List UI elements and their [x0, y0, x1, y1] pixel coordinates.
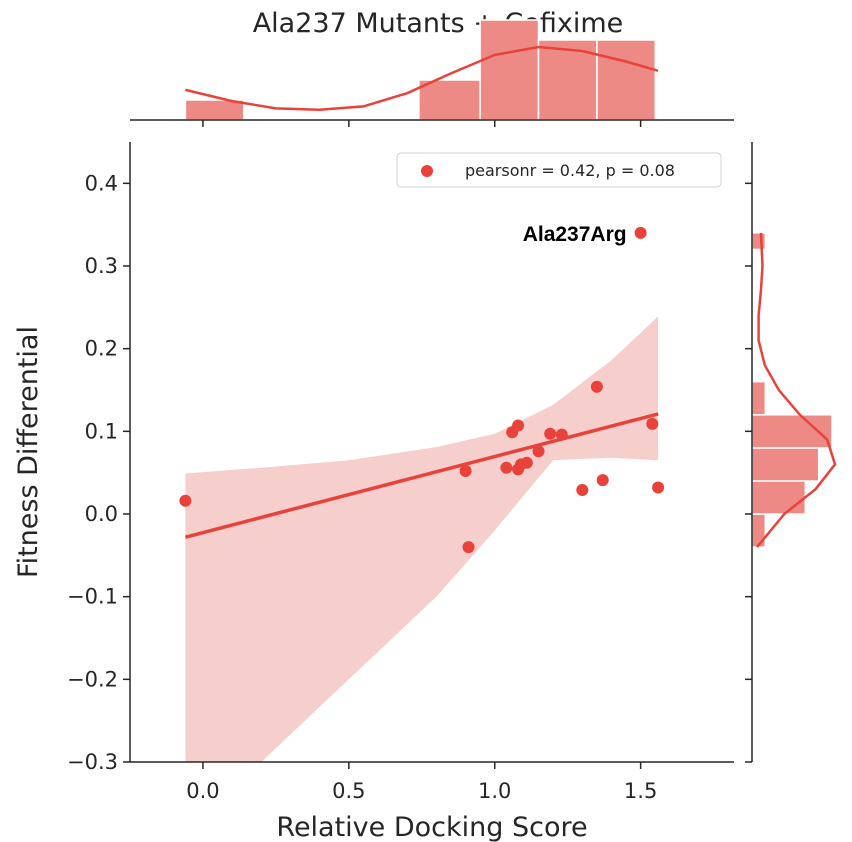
x-axis-ticks: 0.0 0.5 1.0 1.5	[186, 762, 657, 803]
marginal-x-bar	[418, 79, 481, 121]
data-point	[544, 427, 557, 440]
x-tick-label: 0.5	[332, 779, 365, 803]
marginal-y-kde-line	[756, 232, 837, 548]
data-point	[596, 474, 609, 487]
data-point	[512, 419, 525, 432]
marginal-x-panel	[130, 19, 734, 127]
marginal-y-bar	[751, 380, 767, 416]
data-point	[646, 417, 659, 430]
marginal-y-bar	[751, 232, 767, 251]
marginal-x-bar	[184, 99, 245, 121]
marginal-y-bar	[751, 447, 820, 482]
data-point	[500, 461, 513, 474]
y-tick-label: −0.1	[67, 585, 118, 609]
marginal-y-bar	[751, 414, 833, 449]
regression-line	[184, 412, 659, 539]
legend-box	[396, 152, 722, 188]
y-tick-label: 0.0	[85, 502, 118, 526]
y-tick-label: 0.3	[85, 254, 118, 278]
marginal-y-bar	[751, 513, 767, 548]
x-axis-label: Relative Docking Score	[276, 812, 587, 842]
data-point	[555, 428, 568, 441]
x-tick-label: 1.5	[624, 779, 657, 803]
point-annotation: Ala237Arg	[523, 223, 627, 246]
data-point	[652, 481, 665, 494]
scatter-points	[179, 226, 665, 554]
y-tick-label: −0.2	[67, 667, 118, 691]
marginal-y-panel	[745, 142, 837, 763]
marginal-y-histogram	[751, 232, 833, 548]
legend: pearsonr = 0.42, p = 0.08	[396, 152, 722, 188]
legend-marker	[421, 165, 433, 177]
y-axis-ticks: −0.3 −0.2 −0.1 0.0 0.1 0.2 0.3 0.4	[67, 171, 130, 774]
confidence-band	[185, 316, 659, 762]
x-tick-label: 0.0	[186, 779, 219, 803]
data-point	[520, 456, 533, 469]
data-point	[179, 494, 192, 507]
data-point	[462, 541, 475, 554]
chart-title: Ala237 Mutants + Cefixime	[253, 8, 624, 39]
legend-label: pearsonr = 0.42, p = 0.08	[465, 161, 675, 180]
marginal-y-ticks	[745, 182, 752, 763]
data-point	[576, 484, 589, 496]
marginal-x-ticks	[202, 120, 642, 127]
data-point	[532, 445, 545, 458]
y-tick-label: 0.2	[85, 337, 118, 361]
data-point	[459, 465, 472, 477]
marginal-x-kde-line	[185, 45, 659, 111]
x-tick-label: 1.0	[478, 779, 511, 803]
data-point	[590, 380, 603, 393]
y-tick-label: 0.4	[85, 171, 118, 195]
marginal-y-bar	[751, 480, 807, 515]
y-axis-label: Fitness Differential	[13, 326, 44, 578]
marginal-x-bar	[596, 39, 657, 121]
main-plot: 0.0 0.5 1.0 1.5 −0.3 −0.2 −0.1 0.0 0.1 0.2 0.3 0.4…	[13, 142, 734, 842]
y-tick-label: −0.3	[67, 750, 118, 774]
data-point	[634, 226, 647, 239]
y-tick-label: 0.1	[85, 419, 118, 443]
marginal-x-bar	[479, 19, 540, 121]
